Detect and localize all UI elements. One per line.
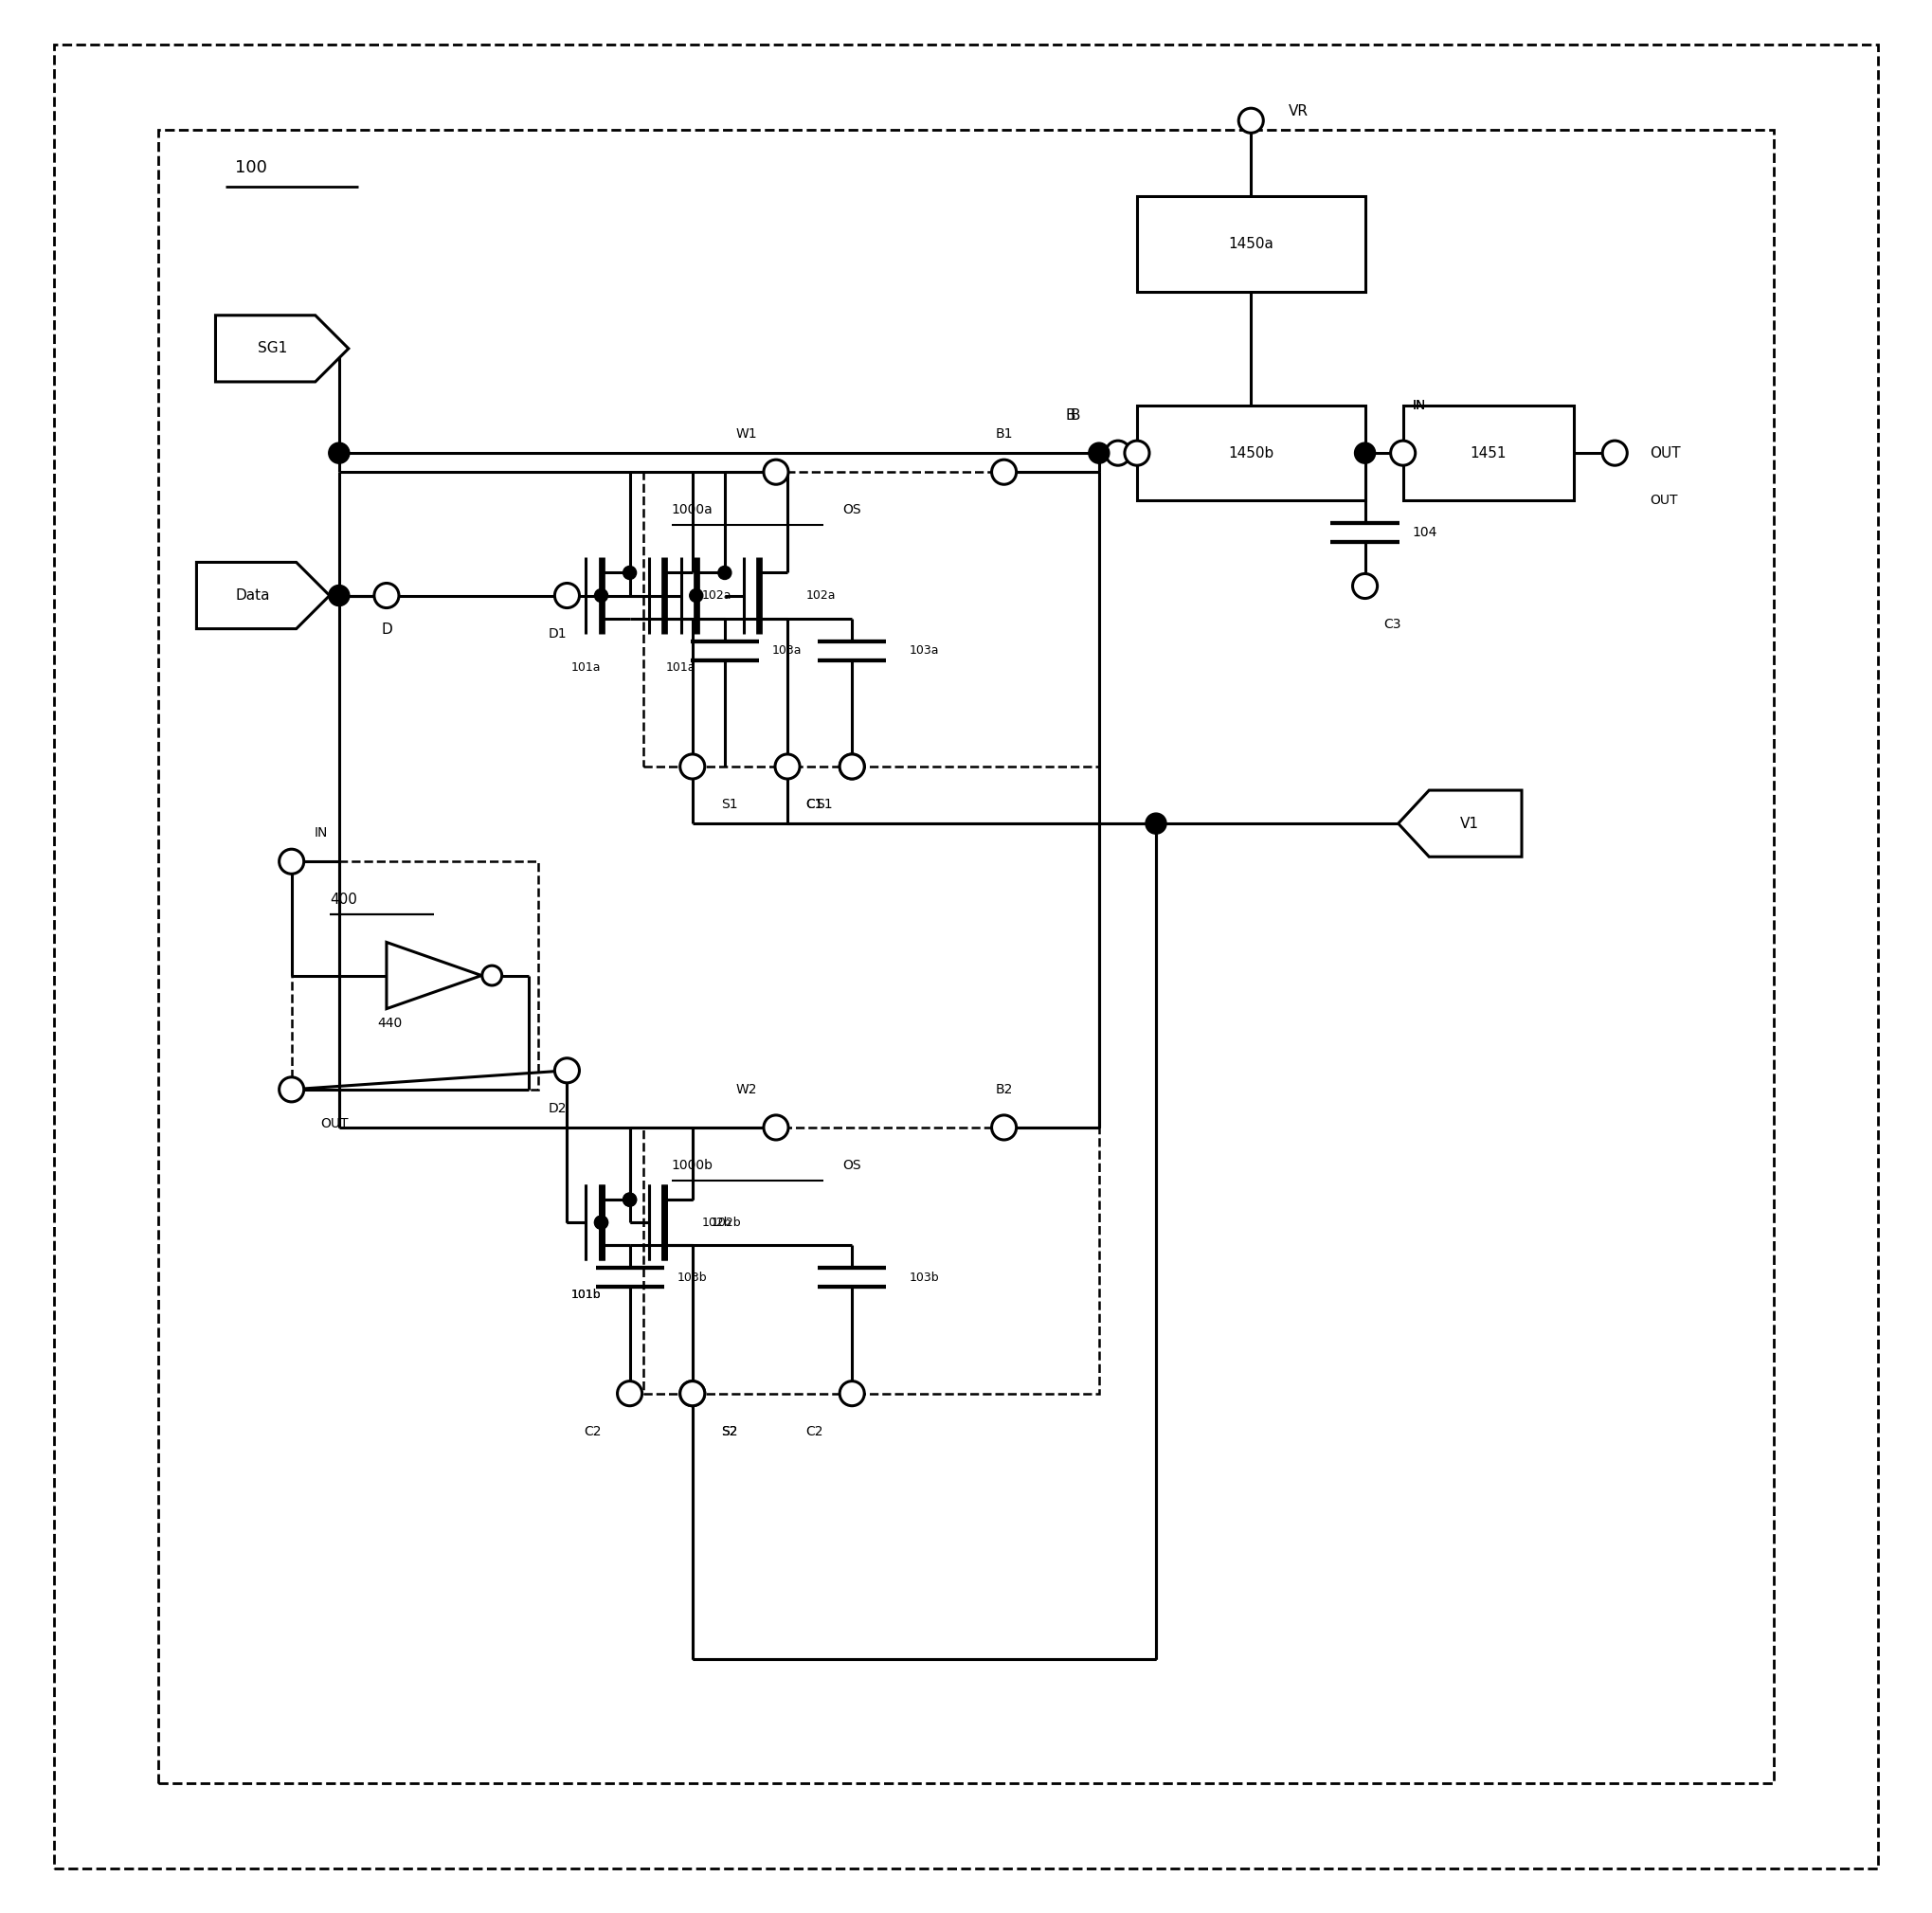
Circle shape [719, 566, 732, 580]
Text: D: D [381, 622, 392, 637]
Text: IN: IN [1412, 400, 1426, 411]
Text: 101a: 101a [572, 662, 601, 673]
Text: IN: IN [1412, 400, 1426, 411]
Text: 102a: 102a [701, 589, 732, 603]
Text: OS: OS [842, 1159, 862, 1173]
Bar [1403, 406, 1575, 501]
Text: 102a: 102a [806, 589, 837, 603]
Circle shape [840, 754, 864, 779]
Circle shape [595, 1217, 609, 1230]
Text: 1451: 1451 [1470, 446, 1507, 461]
Text: D1: D1 [549, 627, 566, 641]
Text: 400: 400 [330, 891, 357, 907]
Circle shape [840, 754, 864, 779]
Text: B: B [1070, 407, 1080, 423]
Text: 104: 104 [1412, 526, 1437, 539]
Text: S1: S1 [815, 798, 833, 811]
Circle shape [991, 459, 1016, 484]
Text: 440: 440 [377, 1016, 402, 1029]
Text: 1000b: 1000b [672, 1159, 713, 1173]
Text: S1: S1 [721, 798, 738, 811]
Text: C3: C3 [1383, 618, 1401, 631]
Circle shape [775, 754, 800, 779]
Text: B1: B1 [995, 427, 1012, 440]
Circle shape [554, 1058, 580, 1083]
Circle shape [680, 754, 705, 779]
Circle shape [1391, 440, 1416, 465]
Circle shape [991, 1115, 1016, 1140]
Text: W2: W2 [736, 1083, 757, 1096]
Bar [1138, 406, 1366, 501]
Text: W1: W1 [736, 427, 757, 440]
Circle shape [680, 1381, 705, 1406]
Text: 103a: 103a [773, 645, 802, 656]
Circle shape [375, 583, 398, 608]
Circle shape [554, 583, 580, 608]
Text: Data: Data [236, 589, 270, 603]
Circle shape [622, 566, 636, 580]
Circle shape [1124, 440, 1150, 465]
Text: S2: S2 [721, 1425, 738, 1439]
Text: S2: S2 [721, 1425, 738, 1439]
Circle shape [280, 1077, 303, 1102]
Circle shape [483, 966, 502, 985]
Circle shape [618, 1381, 641, 1406]
Circle shape [328, 585, 350, 606]
Text: C2: C2 [583, 1425, 601, 1439]
Circle shape [595, 589, 609, 603]
Polygon shape [386, 943, 481, 1008]
Text: V1: V1 [1461, 817, 1478, 830]
Text: VR: VR [1289, 103, 1308, 119]
Text: IN: IN [315, 826, 328, 840]
Text: SG1: SG1 [257, 341, 286, 356]
Text: C2: C2 [806, 1425, 823, 1439]
Bar [292, 861, 539, 1090]
Circle shape [763, 1115, 788, 1140]
Text: 101b: 101b [572, 1289, 601, 1301]
Bar [158, 130, 1774, 1783]
Text: D2: D2 [549, 1102, 566, 1115]
Text: 103b: 103b [908, 1272, 939, 1284]
Circle shape [622, 1194, 636, 1207]
Polygon shape [1399, 790, 1522, 857]
Text: OUT: OUT [321, 1117, 348, 1131]
Text: OUT: OUT [1650, 494, 1677, 507]
Text: 1000a: 1000a [672, 503, 713, 517]
Text: 1450b: 1450b [1229, 446, 1273, 461]
Text: 103b: 103b [678, 1272, 707, 1284]
Text: OUT: OUT [1650, 446, 1681, 461]
Circle shape [1602, 440, 1627, 465]
Text: 102b: 102b [701, 1217, 732, 1228]
Polygon shape [197, 562, 330, 629]
Circle shape [680, 1381, 705, 1406]
Text: 100: 100 [234, 159, 267, 176]
Text: C1: C1 [806, 798, 823, 811]
Circle shape [595, 1217, 609, 1230]
Bar [1138, 197, 1366, 291]
Circle shape [1238, 109, 1264, 132]
Text: C1: C1 [806, 798, 823, 811]
Circle shape [280, 849, 303, 874]
Text: 101a: 101a [667, 662, 696, 673]
Circle shape [1354, 442, 1376, 463]
Circle shape [1088, 442, 1109, 463]
Circle shape [328, 442, 350, 463]
Circle shape [840, 1381, 864, 1406]
Bar [643, 473, 1099, 767]
Text: B2: B2 [995, 1083, 1012, 1096]
Circle shape [1105, 440, 1130, 465]
Circle shape [1146, 813, 1167, 834]
Circle shape [1352, 574, 1378, 599]
Text: B: B [1066, 407, 1076, 423]
Text: 103a: 103a [908, 645, 939, 656]
Text: 102b: 102b [711, 1217, 742, 1228]
Bar [643, 1127, 1099, 1393]
Text: 1450a: 1450a [1229, 237, 1273, 251]
Text: OS: OS [842, 503, 862, 517]
Circle shape [690, 589, 703, 603]
Polygon shape [216, 316, 348, 383]
Circle shape [763, 459, 788, 484]
Text: 101b: 101b [572, 1289, 601, 1301]
Circle shape [622, 1194, 636, 1207]
